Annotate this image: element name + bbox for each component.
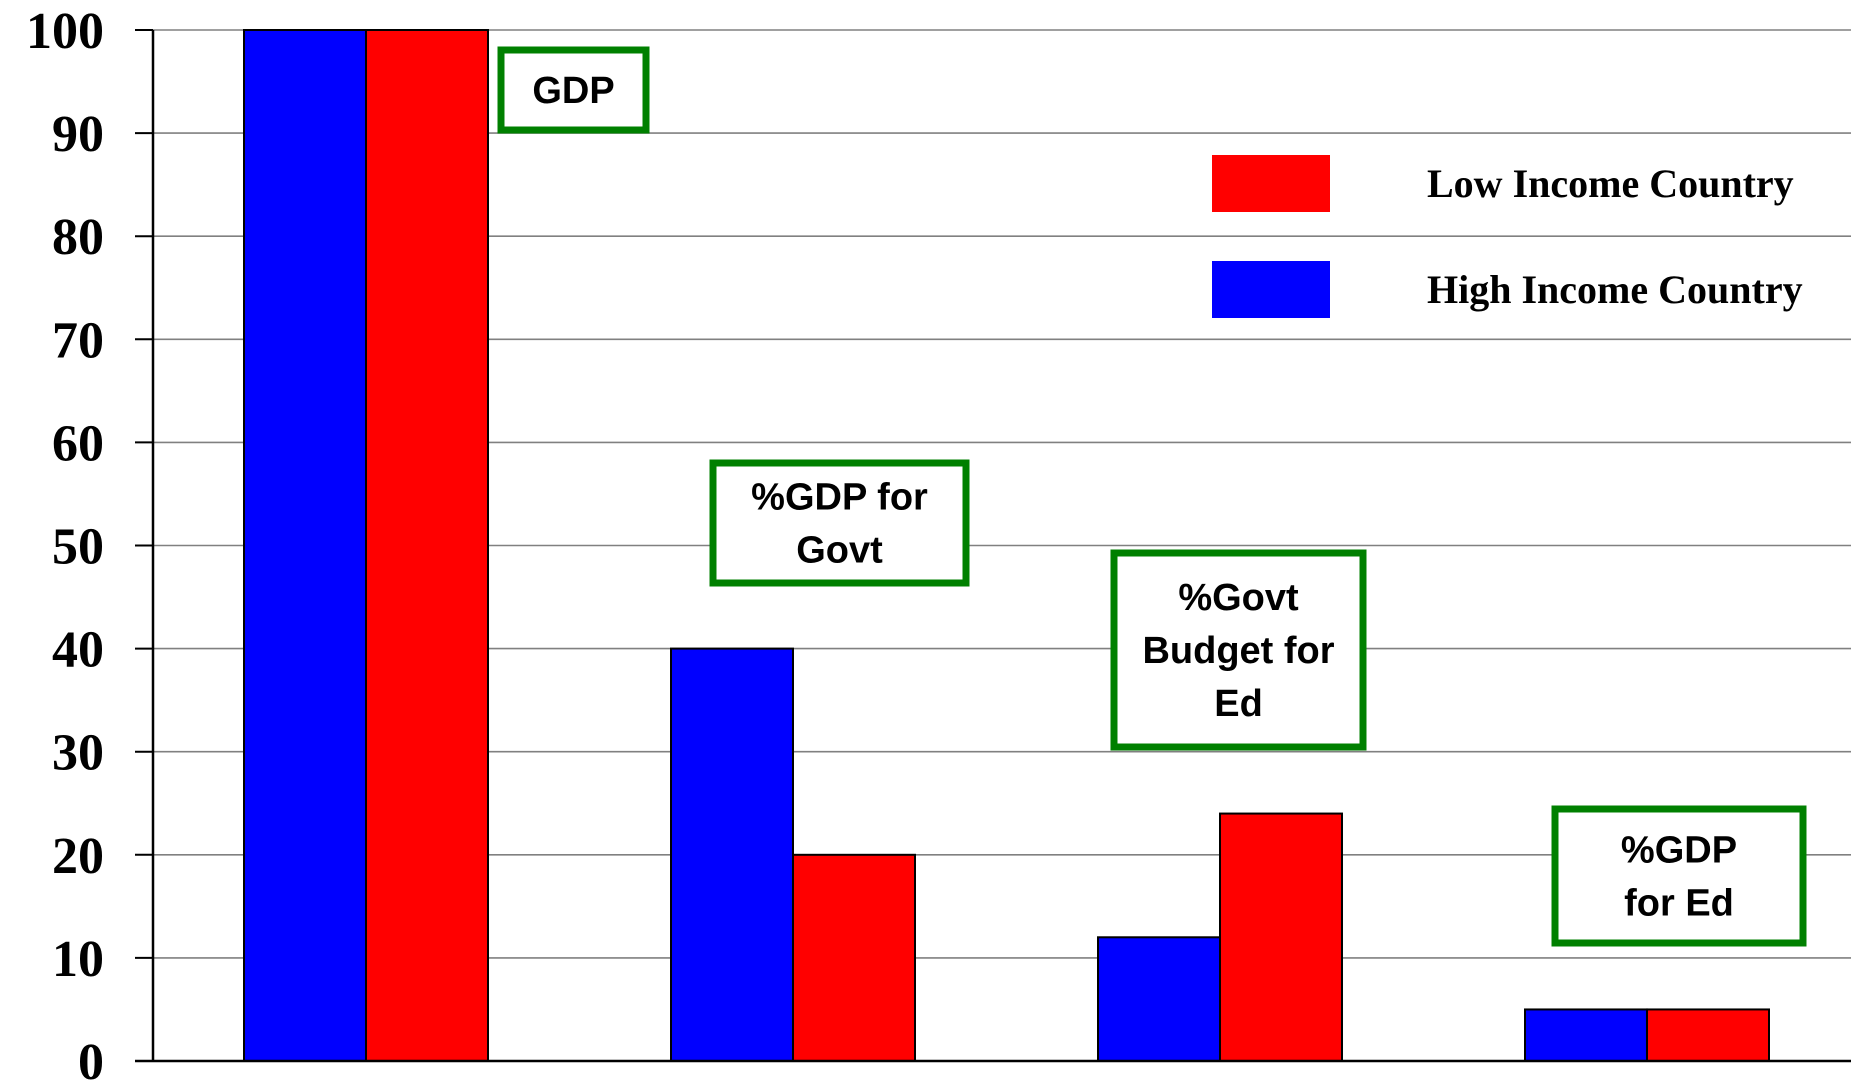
y-tick-label: 90 xyxy=(52,106,104,163)
annotation-text: for Ed xyxy=(1624,883,1734,925)
category-annotations: GDP %GDP for Govt %Govt Budget for Ed %GDP for … xyxy=(497,46,1807,947)
y-tick-labels: 0 10 20 30 40 50 60 70 80 90 100 xyxy=(26,3,153,1086)
y-tick-label: 20 xyxy=(52,828,104,885)
annotation-text: Ed xyxy=(1214,683,1263,725)
bar-low-1 xyxy=(792,853,916,1062)
annotation-text: GDP xyxy=(532,70,614,112)
legend-swatch xyxy=(1212,155,1330,212)
annotation-text: %Govt xyxy=(1178,577,1299,619)
bars xyxy=(243,29,1770,1063)
annotation-frame xyxy=(1110,549,1367,751)
annotation-text: Budget for xyxy=(1142,630,1334,672)
annotation-frame xyxy=(709,459,970,587)
annotation-text: %GDP for xyxy=(751,477,928,519)
annotation-box-3: %GDP for Ed xyxy=(1551,805,1807,947)
bar-low-2 xyxy=(1219,812,1343,1062)
legend-item-1: High Income Country xyxy=(1212,261,1803,318)
annotation-frame xyxy=(497,46,650,134)
y-tick-label: 10 xyxy=(52,931,104,988)
y-tick-label: 70 xyxy=(52,312,104,369)
y-tick-label: 80 xyxy=(52,209,104,266)
legend-label: Low Income Country xyxy=(1427,161,1794,206)
bar-high-0 xyxy=(243,29,367,1062)
legend-item-0: Low Income Country xyxy=(1212,155,1794,212)
y-tick-label: 50 xyxy=(52,519,104,576)
bar-low-0 xyxy=(365,29,489,1062)
annotation-text: Govt xyxy=(796,530,883,572)
y-tick-label: 60 xyxy=(52,415,104,472)
legend-label: High Income Country xyxy=(1427,267,1803,312)
bar-high-3 xyxy=(1524,1008,1648,1063)
y-tick-label: 40 xyxy=(52,622,104,679)
annotation-text: %GDP xyxy=(1621,830,1737,872)
annotation-box-1: %GDP for Govt xyxy=(709,459,970,587)
bar-high-2 xyxy=(1097,936,1221,1063)
bar-high-1 xyxy=(670,647,794,1062)
y-tick-label: 0 xyxy=(78,1034,104,1086)
bar-low-3 xyxy=(1646,1008,1770,1063)
annotation-box-0: GDP xyxy=(497,46,650,134)
legend-swatch xyxy=(1212,261,1330,318)
y-tick-label: 100 xyxy=(26,3,104,60)
annotation-frame xyxy=(1551,805,1807,947)
legend: Low Income Country High Income Country xyxy=(1212,155,1803,318)
y-tick-label: 30 xyxy=(52,725,104,782)
annotation-box-2: %Govt Budget for Ed xyxy=(1110,549,1367,751)
